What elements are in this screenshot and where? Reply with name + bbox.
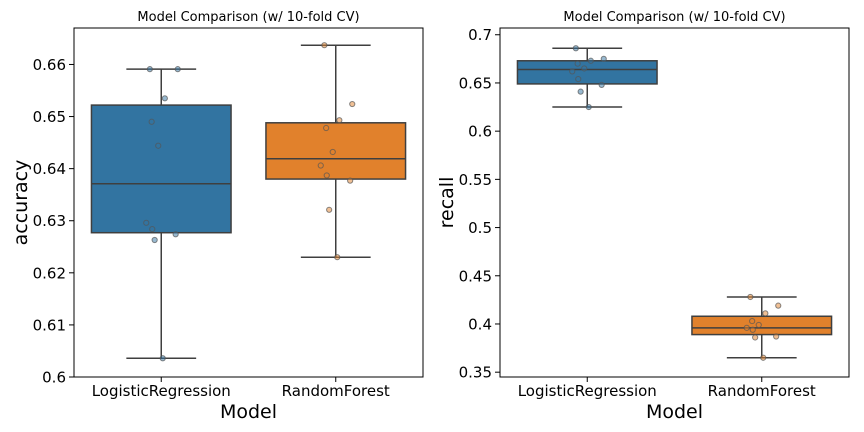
y-axis-label: accuracy xyxy=(10,160,32,246)
x-axis-label: Model xyxy=(646,401,703,423)
y-tick-label: 0.6 xyxy=(468,123,492,141)
data-point xyxy=(574,60,581,67)
y-tick-label: 0.63 xyxy=(33,212,66,230)
y-tick-label: 0.62 xyxy=(33,264,66,282)
box-0 xyxy=(90,104,232,234)
data-point xyxy=(349,100,356,108)
y-tick-label: 0.45 xyxy=(459,267,492,285)
y-tick-label: 0.5 xyxy=(468,219,492,237)
data-point xyxy=(600,55,607,62)
data-point xyxy=(323,172,330,179)
x-tick-label: LogisticRegression xyxy=(92,382,231,400)
data-point xyxy=(347,177,354,184)
chart-title: Model Comparison (w/ 10-fold CV) xyxy=(563,10,785,25)
data-point xyxy=(148,118,155,125)
y-tick-label: 0.64 xyxy=(33,160,66,178)
data-point xyxy=(329,148,336,156)
data-point xyxy=(598,81,605,88)
y-tick-label: 0.65 xyxy=(459,74,492,92)
data-point xyxy=(161,95,168,102)
data-point xyxy=(569,68,576,75)
data-point xyxy=(172,231,179,238)
data-point xyxy=(747,293,754,301)
data-point xyxy=(317,162,324,169)
y-tick-label: 0.66 xyxy=(33,56,66,74)
data-point xyxy=(146,66,153,73)
data-point xyxy=(762,310,769,317)
chart-recall: Model Comparison (w/ 10-fold CV) 0.35 0.4 0… xyxy=(436,10,850,423)
data-point xyxy=(572,45,579,52)
data-point xyxy=(575,75,582,83)
data-point xyxy=(749,326,756,333)
box-0 xyxy=(516,60,658,85)
data-point xyxy=(585,103,592,111)
chart-accuracy: Model Comparison (w/ 10-fold CV) 0.6 0.61 0… xyxy=(10,10,424,423)
data-point xyxy=(174,66,181,73)
data-point xyxy=(755,321,762,329)
data-point xyxy=(775,302,782,309)
y-tick-label: 0.61 xyxy=(33,316,66,334)
data-point xyxy=(336,117,343,124)
data-point xyxy=(143,219,150,226)
y-tick-label: 0.7 xyxy=(468,26,492,44)
data-point xyxy=(773,333,780,340)
data-point xyxy=(155,142,162,149)
y-tick-label: 0.6 xyxy=(42,369,66,387)
data-point xyxy=(323,124,330,132)
data-point xyxy=(159,355,166,362)
axes-frame xyxy=(73,27,424,378)
data-point xyxy=(334,254,341,261)
y-tick-label: 0.35 xyxy=(459,364,492,382)
x-tick-label: RandomForest xyxy=(708,382,816,400)
data-point xyxy=(743,324,750,331)
x-tick-label: LogisticRegression xyxy=(518,382,657,400)
y-tick-label: 0.65 xyxy=(33,108,66,126)
data-point xyxy=(577,88,584,95)
data-point xyxy=(752,334,759,341)
y-tick-label: 0.4 xyxy=(468,315,492,333)
box-1 xyxy=(265,122,407,180)
data-point xyxy=(749,317,756,325)
data-point xyxy=(321,42,328,49)
chart-title: Model Comparison (w/ 10-fold CV) xyxy=(137,10,359,25)
data-point xyxy=(587,57,594,64)
data-point xyxy=(581,65,588,72)
data-point xyxy=(151,236,158,244)
x-tick-label: RandomForest xyxy=(282,382,390,400)
x-axis-label: Model xyxy=(220,401,277,423)
y-tick-label: 0.55 xyxy=(459,171,492,189)
data-point xyxy=(760,354,767,361)
y-axis-label: recall xyxy=(436,177,458,229)
data-point xyxy=(326,206,333,213)
axes-frame xyxy=(499,27,850,378)
data-point xyxy=(149,225,156,233)
